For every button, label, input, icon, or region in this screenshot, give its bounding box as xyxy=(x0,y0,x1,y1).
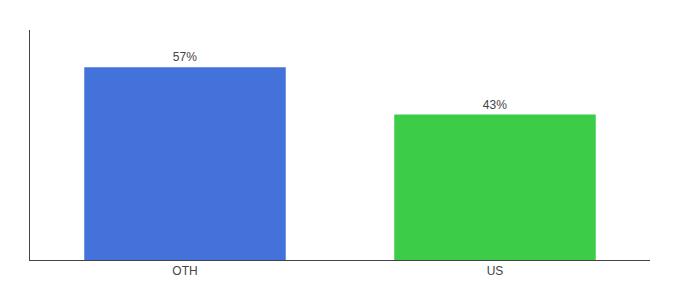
svg-text:43%: 43% xyxy=(483,98,507,112)
svg-text:57%: 57% xyxy=(173,50,197,64)
svg-text:US: US xyxy=(487,264,504,278)
svg-text:OTH: OTH xyxy=(172,264,197,278)
